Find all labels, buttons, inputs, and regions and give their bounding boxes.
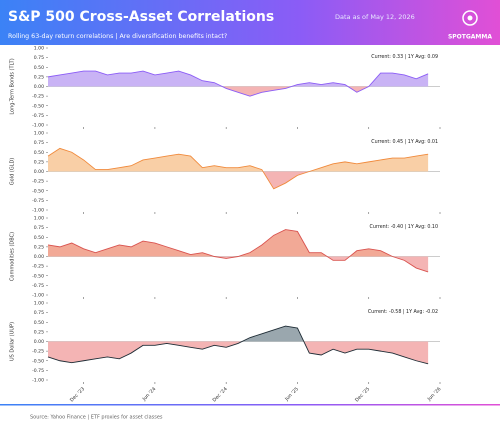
logo-dot: [467, 15, 473, 21]
y-tick-label: 0.25: [34, 159, 44, 165]
y-tick-label: 0.00: [34, 254, 44, 260]
source: Source: Yahoo Finance | ETF proxies for …: [30, 415, 163, 421]
y-tick-label: 0.00: [34, 339, 44, 345]
area-positive: [48, 229, 429, 257]
annotation-box: [368, 137, 440, 146]
line: [47, 70, 429, 97]
y-tick-label: -0.25: [32, 179, 44, 185]
area-positive: [48, 71, 429, 87]
y-tick-label: -1.00: [32, 123, 44, 129]
title: S&P 500 Cross-Asset Correlations: [8, 9, 274, 25]
annotation-box: [368, 52, 440, 61]
y-tick-label: 1.00: [34, 131, 44, 137]
line: [47, 325, 429, 365]
y-tick-label: -0.25: [32, 349, 44, 355]
area-positive: [48, 148, 429, 172]
y-tick-label: -0.75: [32, 198, 44, 204]
annotation: Current: -0.58 | 1Y Avg: -0.02: [368, 309, 438, 315]
y-tick-label: -0.25: [32, 94, 44, 100]
y-tick-label: 0.25: [34, 329, 44, 335]
y-tick-label: 0.50: [34, 65, 44, 71]
header-band: [0, 0, 500, 45]
y-tick-label: 1.00: [34, 216, 44, 222]
y-tick-label: -0.75: [32, 113, 44, 119]
x-tick-label: Jun '26: [426, 386, 443, 403]
logo-icon: [462, 10, 478, 26]
y-tick-label: -0.50: [32, 358, 44, 364]
y-tick-label: 0.00: [34, 84, 44, 90]
y-axis-label: US Dollar (UUP): [10, 322, 16, 361]
area-negative: [48, 341, 429, 364]
y-tick-label: -0.50: [32, 103, 44, 109]
y-tick-label: -1.00: [32, 378, 44, 384]
y-tick-label: -0.25: [32, 264, 44, 270]
x-tick-label: Dec '23: [69, 386, 86, 403]
annotation-box: [368, 222, 440, 231]
date: Data as of May 12, 2026: [335, 13, 415, 21]
line: [47, 229, 429, 273]
y-tick-label: 0.75: [34, 140, 44, 146]
y-tick-label: -0.75: [32, 368, 44, 374]
y-tick-label: -1.00: [32, 208, 44, 214]
y-tick-label: 0.00: [34, 169, 44, 175]
y-tick-label: 0.75: [34, 55, 44, 61]
annotation: Current: -0.40 | 1Y Avg: 0.10: [370, 224, 438, 230]
line: [47, 147, 429, 190]
y-tick-label: 0.50: [34, 235, 44, 241]
x-tick-label: Jun '24: [141, 386, 158, 403]
y-tick-label: 0.25: [34, 244, 44, 250]
y-tick-label: 0.75: [34, 310, 44, 316]
y-tick-label: -1.00: [32, 293, 44, 299]
y-tick-label: -0.75: [32, 283, 44, 289]
y-axis-label: Long-Term Bonds (TLT): [10, 58, 16, 114]
x-tick-label: Jun '25: [283, 386, 300, 403]
area-negative: [48, 86, 429, 97]
y-tick-label: -0.50: [32, 273, 44, 279]
y-tick-label: 1.00: [34, 46, 44, 52]
annotation: Current: 0.33 | 1Y Avg: 0.09: [371, 54, 438, 60]
annotation: Current: 0.45 | 1Y Avg: 0.01: [371, 139, 438, 145]
x-tick-label: Dec '25: [354, 386, 371, 403]
y-tick-label: 0.50: [34, 150, 44, 156]
subtitle: Rolling 63-day return correlations | Are…: [8, 33, 227, 40]
y-tick-label: 0.25: [34, 74, 44, 80]
logo-text: SPOTGAMMA: [448, 34, 492, 41]
y-axis-label: Gold (GLD): [10, 158, 16, 186]
y-tick-label: 0.50: [34, 320, 44, 326]
y-tick-label: -0.50: [32, 188, 44, 194]
footer-line: [0, 404, 500, 406]
x-tick-label: Dec '24: [212, 386, 229, 403]
y-axis-label: Commodities (DBC): [10, 232, 16, 281]
annotation-box: [368, 307, 440, 316]
y-tick-label: 0.75: [34, 225, 44, 231]
y-tick-label: 1.00: [34, 301, 44, 307]
